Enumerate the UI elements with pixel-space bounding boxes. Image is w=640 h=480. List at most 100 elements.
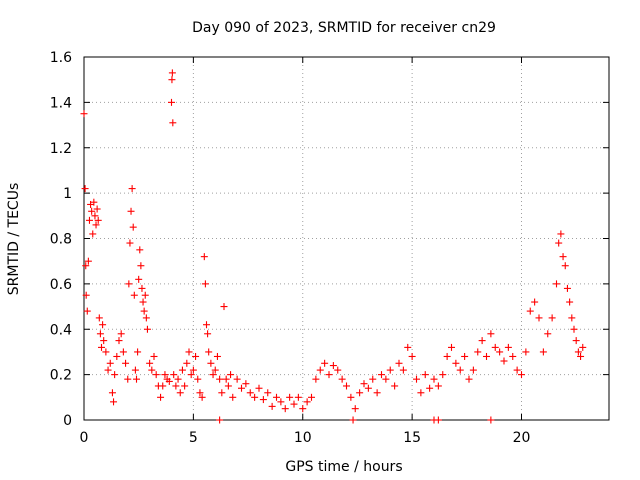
data-point bbox=[268, 402, 276, 410]
data-point bbox=[303, 398, 311, 406]
data-point bbox=[461, 352, 469, 360]
data-point bbox=[170, 371, 178, 379]
data-point bbox=[111, 371, 119, 379]
data-point bbox=[321, 359, 329, 367]
x-tick-label: 0 bbox=[80, 430, 89, 446]
data-point bbox=[95, 314, 103, 322]
data-point bbox=[544, 330, 552, 338]
data-point bbox=[338, 375, 346, 383]
data-point bbox=[329, 362, 337, 370]
data-point bbox=[201, 280, 209, 288]
data-point bbox=[308, 393, 315, 401]
data-point bbox=[88, 207, 96, 215]
data-point bbox=[216, 375, 224, 383]
data-point bbox=[299, 405, 307, 413]
x-tick-label: 15 bbox=[403, 430, 421, 446]
data-point bbox=[141, 291, 149, 299]
data-point bbox=[89, 230, 97, 238]
data-point bbox=[574, 348, 582, 356]
data-point bbox=[146, 359, 154, 367]
data-point bbox=[81, 185, 89, 193]
data-point bbox=[102, 348, 110, 356]
data-point bbox=[139, 298, 147, 306]
data-point bbox=[487, 330, 495, 338]
data-point bbox=[99, 321, 107, 329]
data-point bbox=[478, 337, 486, 345]
x-tick-label: 20 bbox=[513, 430, 531, 446]
x-tick-label: 5 bbox=[189, 430, 198, 446]
data-point bbox=[539, 348, 547, 356]
data-point bbox=[165, 377, 173, 385]
data-point bbox=[356, 389, 364, 397]
data-point bbox=[426, 384, 434, 392]
data-point bbox=[568, 314, 576, 322]
data-point bbox=[526, 307, 534, 315]
data-point bbox=[334, 366, 342, 374]
data-point bbox=[130, 291, 138, 299]
data-point bbox=[360, 380, 368, 388]
data-point bbox=[183, 359, 191, 367]
data-point bbox=[209, 371, 217, 379]
data-point bbox=[566, 298, 574, 306]
data-point bbox=[513, 366, 521, 374]
y-tick-label: 1.2 bbox=[50, 141, 72, 157]
data-point bbox=[413, 375, 420, 383]
data-point bbox=[122, 359, 130, 367]
data-point bbox=[577, 352, 585, 360]
data-point bbox=[522, 348, 530, 356]
zero-data-point bbox=[434, 416, 442, 424]
data-point bbox=[131, 366, 139, 374]
y-tick-label: 0.4 bbox=[50, 322, 72, 338]
y-tick-label: 1 bbox=[63, 186, 72, 202]
data-point bbox=[579, 343, 587, 351]
data-point bbox=[325, 371, 333, 379]
data-point bbox=[100, 337, 108, 345]
data-point bbox=[417, 389, 425, 397]
data-point bbox=[119, 348, 127, 356]
data-point bbox=[408, 352, 416, 360]
data-point bbox=[161, 371, 169, 379]
data-point bbox=[129, 223, 137, 231]
plot-frame bbox=[83, 56, 610, 421]
data-point bbox=[496, 348, 504, 356]
data-point bbox=[264, 389, 272, 397]
data-point bbox=[229, 393, 237, 401]
data-point bbox=[281, 405, 289, 413]
data-point bbox=[181, 382, 189, 390]
data-point bbox=[150, 352, 158, 360]
data-point bbox=[251, 393, 259, 401]
data-point bbox=[504, 343, 512, 351]
data-point bbox=[148, 366, 156, 374]
data-point bbox=[382, 375, 390, 383]
y-tick-label: 0.2 bbox=[50, 368, 72, 384]
x-tick-label: 10 bbox=[294, 430, 312, 446]
data-point bbox=[369, 375, 377, 383]
data-point bbox=[194, 375, 202, 383]
data-point bbox=[395, 359, 403, 367]
x-tick-labels: 0 5 10 15 20 bbox=[80, 430, 531, 446]
data-point bbox=[168, 98, 175, 106]
data-point bbox=[172, 382, 180, 390]
data-point bbox=[92, 221, 100, 229]
data-point bbox=[220, 303, 228, 311]
data-point bbox=[137, 262, 145, 270]
y-tick-label: 0 bbox=[63, 413, 72, 429]
data-point bbox=[399, 366, 407, 374]
data-point bbox=[286, 393, 294, 401]
data-point bbox=[96, 330, 104, 338]
data-point bbox=[483, 352, 490, 360]
data-point bbox=[185, 348, 193, 356]
data-point bbox=[421, 371, 429, 379]
y-tick-label: 0.6 bbox=[50, 277, 72, 293]
data-point bbox=[255, 384, 263, 392]
zero-data-point bbox=[487, 416, 495, 424]
data-point bbox=[134, 348, 142, 356]
data-point bbox=[135, 275, 143, 283]
data-point bbox=[198, 393, 206, 401]
y-tick-labels: 0 0.2 0.4 0.6 0.8 1 1.2 1.4 1.6 bbox=[50, 50, 72, 429]
data-point bbox=[430, 375, 438, 383]
data-point bbox=[555, 239, 563, 247]
data-point bbox=[561, 262, 569, 270]
data-point bbox=[439, 371, 447, 379]
data-point bbox=[386, 366, 394, 374]
